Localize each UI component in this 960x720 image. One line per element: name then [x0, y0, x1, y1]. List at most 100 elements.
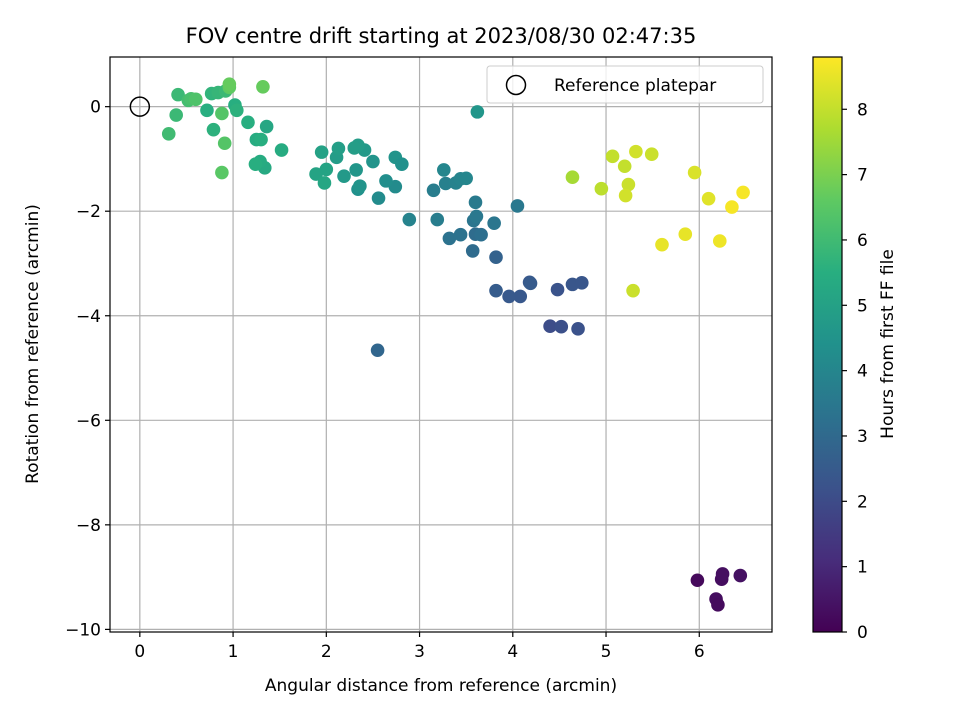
data-point: [436, 163, 451, 177]
data-point: [605, 149, 620, 164]
data-point: [241, 115, 255, 130]
x-axis-ticks: 0 1 2 3 4 5 6: [134, 632, 705, 662]
data-point: [426, 183, 441, 198]
colorbar-ticks: 0 1 2 3 4 5 6 7 8: [842, 100, 868, 643]
data-point: [314, 145, 329, 159]
x-tick-label: 0: [134, 642, 145, 662]
colorbar-tick-label: 7: [857, 166, 868, 186]
data-point: [259, 119, 274, 134]
data-point: [188, 92, 203, 107]
data-point: [465, 244, 480, 258]
x-tick-label: 1: [228, 642, 239, 662]
data-point: [618, 188, 633, 203]
data-point: [644, 147, 659, 162]
x-tick-label: 3: [414, 642, 425, 662]
data-point: [565, 170, 580, 185]
data-point: [733, 568, 748, 583]
y-axis-ticks: −10 −8 −6 −4 −2 0: [65, 98, 110, 640]
data-point: [337, 169, 351, 183]
plot-frame: [109, 56, 773, 633]
y-tick-label: −10: [65, 620, 101, 640]
data-point: [571, 322, 585, 336]
colorbar-tick-label: 4: [857, 362, 868, 382]
data-point: [331, 141, 346, 156]
legend-box: [486, 65, 764, 104]
data-point: [349, 163, 363, 177]
legend: Reference platepar: [486, 65, 764, 104]
y-tick-label: −8: [76, 516, 101, 536]
data-point: [366, 154, 380, 169]
data-point: [502, 289, 516, 304]
data-point: [594, 181, 609, 196]
data-point: [317, 176, 332, 190]
data-point: [442, 231, 457, 246]
data-point: [470, 105, 485, 119]
data-point: [430, 212, 445, 227]
data-point: [215, 106, 229, 121]
colorbar-gradient: [812, 56, 843, 633]
data-point: [474, 227, 488, 242]
data-point: [701, 191, 716, 206]
data-point: [230, 103, 244, 118]
data-point: [256, 79, 270, 94]
data-point: [510, 199, 525, 213]
data-points: [161, 77, 750, 612]
data-point: [655, 237, 669, 252]
data-point: [712, 234, 727, 248]
data-point: [371, 191, 386, 205]
data-point: [206, 122, 221, 137]
colorbar-label: Hours from first FF file: [878, 249, 898, 439]
data-point: [309, 167, 323, 181]
x-tick-label: 2: [321, 642, 332, 662]
colorbar-tick-label: 8: [857, 100, 868, 120]
colorbar-tick-label: 3: [857, 427, 868, 447]
data-point: [222, 77, 237, 91]
data-point: [678, 227, 693, 242]
data-point: [711, 598, 725, 612]
data-point: [379, 174, 393, 188]
data-point: [513, 289, 528, 304]
data-point: [395, 157, 409, 171]
x-tick-label: 5: [601, 642, 612, 662]
y-tick-label: 0: [90, 98, 101, 118]
data-point: [459, 171, 473, 186]
data-point: [171, 87, 185, 102]
data-point: [489, 283, 503, 298]
data-point: [217, 136, 232, 151]
data-point: [438, 176, 453, 191]
data-point: [725, 200, 739, 214]
data-point: [617, 159, 632, 174]
data-point: [215, 165, 229, 180]
data-point: [574, 276, 589, 290]
data-point: [523, 276, 538, 291]
data-point: [402, 212, 417, 227]
reference-point: [129, 96, 151, 117]
colorbar: 0 1 2 3 4 5 6 7 8 Hours from first FF file: [812, 56, 898, 643]
colorbar-tick-label: 0: [857, 623, 868, 643]
data-point: [554, 319, 569, 334]
colorbar-tick-label: 1: [857, 558, 868, 578]
data-point: [370, 343, 385, 358]
y-tick-label: −2: [76, 202, 101, 222]
data-point: [629, 144, 643, 159]
reference-platepar-marker: [129, 96, 151, 117]
data-point: [736, 185, 750, 200]
data-point: [469, 209, 484, 224]
data-point: [254, 132, 268, 147]
colorbar-tick-label: 6: [857, 231, 868, 251]
data-point: [468, 195, 483, 210]
legend-marker-icon: [505, 74, 527, 96]
data-point: [550, 282, 565, 297]
data-point: [347, 141, 362, 155]
data-point: [687, 165, 702, 180]
x-tick-label: 4: [507, 642, 518, 662]
colorbar-tick-label: 2: [857, 492, 868, 512]
data-point: [690, 573, 705, 588]
data-point: [274, 143, 289, 157]
data-point: [543, 319, 557, 334]
data-point: [169, 108, 183, 122]
data-point: [353, 179, 367, 193]
legend-label: Reference platepar: [554, 76, 716, 96]
data-point: [489, 250, 503, 265]
